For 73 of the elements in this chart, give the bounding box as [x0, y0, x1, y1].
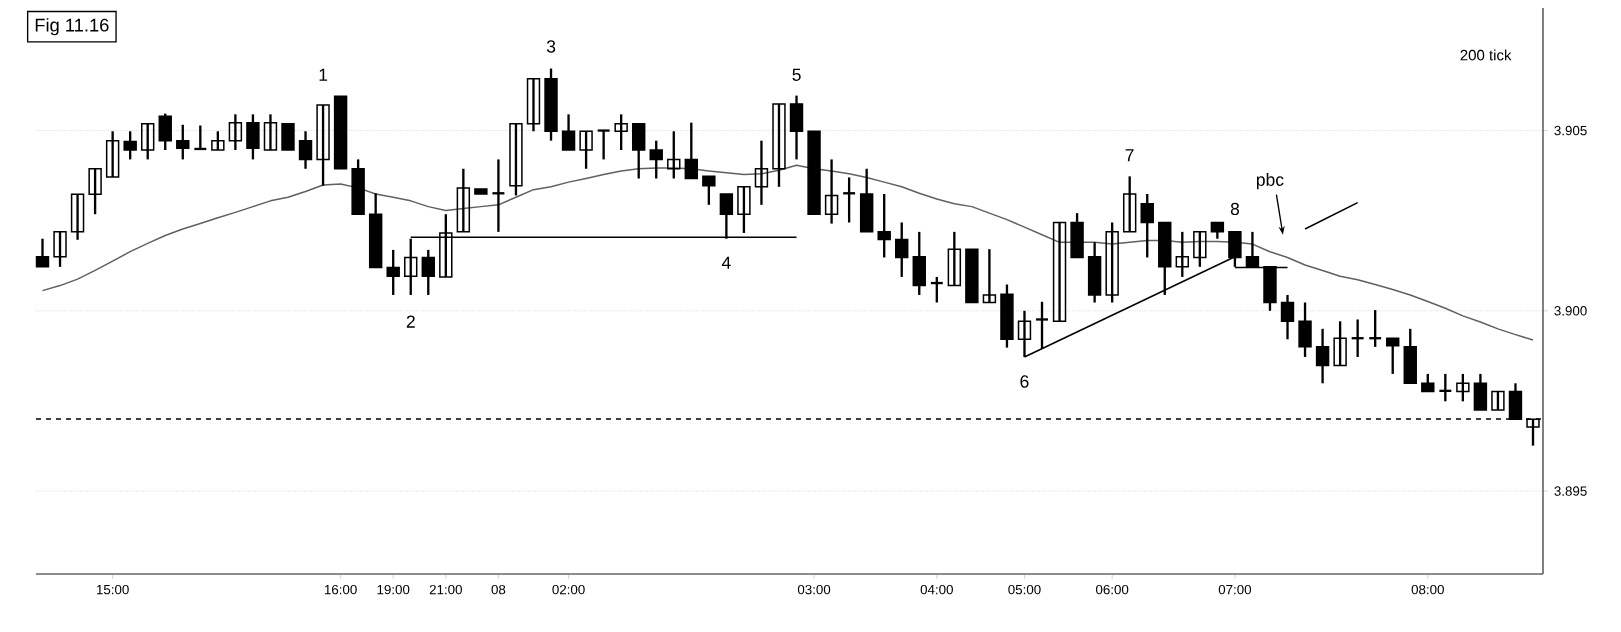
x-tick-label: 21:00 — [429, 584, 462, 595]
candlestick — [509, 122, 523, 197]
candlestick — [1491, 390, 1505, 412]
candlestick — [684, 121, 699, 180]
candlestick — [877, 192, 891, 259]
candlestick — [123, 130, 137, 161]
candlestick — [1386, 337, 1400, 376]
candlestick — [70, 193, 85, 241]
candlestick — [579, 130, 593, 170]
annotation: 6 — [1020, 375, 1029, 388]
annotation: 2 — [406, 315, 415, 328]
candlestick — [1140, 192, 1154, 259]
candlestick — [176, 123, 190, 161]
x-tick-label: 06:00 — [1095, 584, 1129, 595]
candlestick — [456, 167, 471, 234]
candlestick — [614, 113, 628, 152]
candlestick — [1175, 230, 1190, 279]
candlestick — [526, 77, 541, 133]
x-tick-label: 04:00 — [920, 584, 953, 595]
candlestick — [1333, 320, 1347, 367]
candlestick — [824, 158, 839, 225]
candlestick — [1052, 221, 1067, 323]
candlestick — [737, 185, 751, 235]
x-tick-label: 08:00 — [1411, 584, 1444, 595]
candlestick — [1122, 175, 1137, 234]
y-tick-label: 3.900 — [1554, 306, 1587, 316]
candlestick — [386, 248, 400, 297]
candlestick — [1105, 221, 1119, 304]
text: Fig 11.16 — [35, 18, 109, 36]
candlestick — [895, 221, 909, 279]
text: 200 tick — [1460, 49, 1512, 61]
candlestick — [228, 113, 243, 152]
candlestick — [667, 130, 681, 180]
candlestick — [982, 248, 997, 304]
candlestick — [1193, 230, 1207, 268]
candlestick — [1280, 293, 1295, 341]
x-tick-label: 19:00 — [377, 584, 410, 595]
x-tick-label: 15:00 — [96, 584, 129, 595]
annotation: 5 — [792, 68, 801, 81]
x-tick-label: 08 — [491, 584, 506, 595]
candlestick — [596, 129, 611, 161]
candlestick — [298, 130, 313, 170]
annotation: 4 — [721, 256, 731, 269]
candlestick — [211, 130, 225, 152]
candlestick — [649, 139, 663, 180]
candlestick — [772, 102, 786, 188]
x-tick-label: 03:00 — [797, 584, 831, 595]
candlestick — [105, 130, 120, 179]
candlestick — [53, 230, 67, 268]
candlestick — [1315, 327, 1330, 385]
candlestick — [702, 175, 716, 206]
candlestick — [947, 230, 962, 287]
x-tick-label: 02:00 — [552, 584, 585, 595]
annotation: 7 — [1125, 149, 1134, 162]
x-tick-label: 07:00 — [1218, 584, 1252, 595]
y-tick-label: 3.905 — [1554, 125, 1587, 136]
candlestick — [35, 237, 50, 268]
candlestick — [1456, 372, 1470, 403]
x-tick-label: 16:00 — [324, 584, 357, 595]
annotation: pbc — [1256, 173, 1284, 190]
annotation: 8 — [1230, 202, 1240, 216]
candlestick — [316, 103, 330, 187]
candlestick — [421, 248, 435, 297]
candlestick — [561, 113, 576, 152]
candlestick — [1034, 300, 1050, 350]
x-tick-label: 05:00 — [1008, 584, 1041, 595]
candlestick — [141, 122, 155, 161]
candlestick — [263, 113, 278, 152]
annotation: 3 — [546, 40, 556, 53]
y-tick-label: 3.895 — [1554, 486, 1587, 496]
candlestick — [754, 139, 769, 206]
candlestick — [88, 167, 102, 216]
annotation: 1 — [319, 68, 328, 81]
